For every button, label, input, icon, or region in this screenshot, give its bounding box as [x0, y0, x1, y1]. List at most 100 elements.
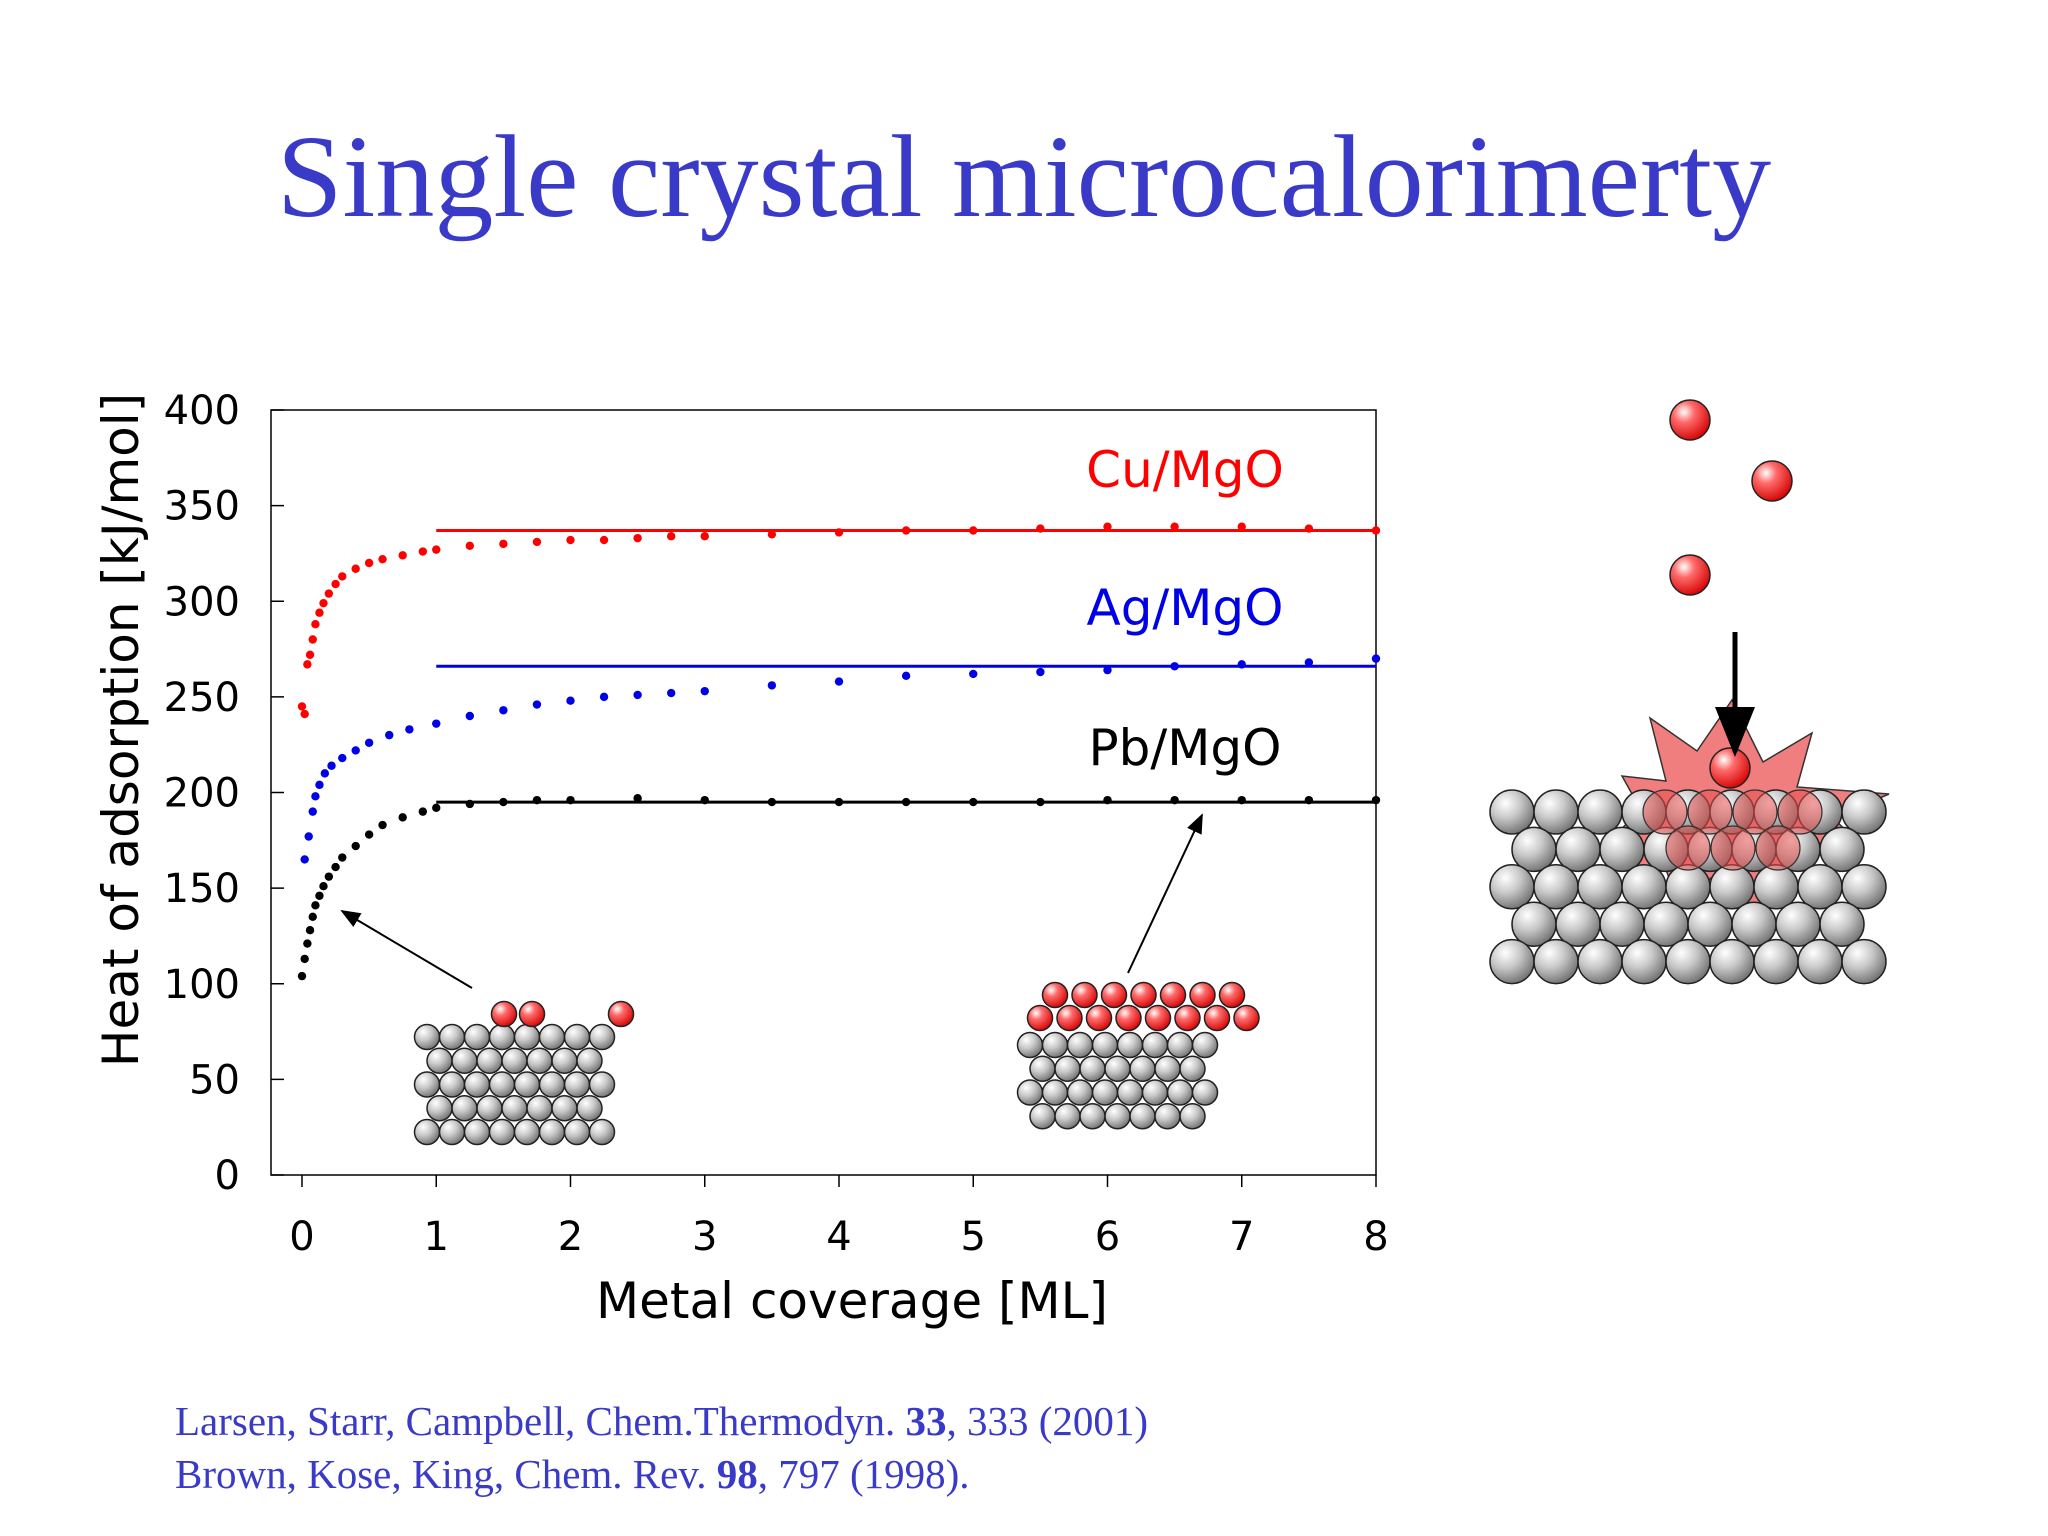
substrate-sphere — [1166, 1079, 1194, 1106]
substrate-sphere — [1797, 864, 1843, 910]
substrate-sphere — [563, 1023, 591, 1051]
substrate-sphere — [526, 1095, 553, 1122]
data-point — [566, 535, 575, 545]
substrate-sphere — [1819, 901, 1865, 947]
substrate-sphere — [588, 1071, 616, 1098]
data-point — [405, 725, 414, 734]
substrate-sphere — [1533, 789, 1579, 835]
substrate-sphere — [1141, 1031, 1169, 1059]
substrate-sphere — [576, 1047, 603, 1074]
series-labels: Cu/MgO Ag/MgO Pb/MgO — [1086, 441, 1284, 777]
substrate-sphere — [1054, 1103, 1081, 1130]
substrate-sphere — [1841, 789, 1887, 835]
series-label: Ag/MgO — [1086, 579, 1283, 637]
slide-title: Single crystal microcalorimerty — [276, 111, 1772, 242]
substrate-sphere — [1091, 1031, 1119, 1059]
data-point — [327, 761, 336, 770]
data-point — [767, 681, 777, 690]
data-point — [1170, 795, 1179, 805]
substrate-sphere — [1029, 1103, 1056, 1130]
data-point — [1170, 522, 1179, 531]
x-tick-label: 8 — [1363, 1214, 1388, 1260]
data-point — [969, 669, 978, 679]
data-point — [297, 971, 307, 981]
substrate-sphere — [1079, 1103, 1106, 1130]
substrate-sphere — [588, 1118, 616, 1146]
substrate-sphere — [1079, 1055, 1106, 1082]
adatom-sphere — [1709, 747, 1751, 789]
substrate-sphere — [1775, 901, 1821, 947]
data-point — [351, 841, 360, 851]
data-point — [303, 660, 312, 669]
substrate-sphere — [1819, 826, 1865, 873]
substrate-sphere — [1841, 864, 1887, 910]
data-point — [700, 686, 709, 696]
substrate-sphere — [488, 1118, 516, 1146]
substrate-sphere — [1016, 1031, 1044, 1059]
data-point — [1103, 665, 1112, 675]
data-point — [1103, 795, 1112, 805]
data-point — [1304, 795, 1314, 805]
adatom-sphere — [518, 1000, 546, 1028]
data-point — [300, 709, 309, 719]
data-point — [599, 535, 609, 545]
data-point — [1237, 660, 1246, 669]
data-point — [1371, 526, 1381, 535]
y-axis-label: Heat of adsorption [kJ/mol] — [92, 393, 150, 1067]
data-point — [566, 795, 575, 805]
substrate-sphere — [1116, 1031, 1144, 1059]
data-point — [300, 855, 309, 864]
data-point — [308, 807, 317, 816]
substrate-sphere — [1066, 1031, 1094, 1059]
substrate-sphere — [1577, 938, 1623, 985]
substrate-sphere — [1489, 864, 1535, 910]
adatom-sphere — [1751, 460, 1793, 502]
data-point — [767, 530, 777, 539]
data-point — [1304, 658, 1314, 667]
data-point — [305, 926, 315, 935]
data-point — [338, 753, 347, 763]
substrate-sphere — [1041, 1079, 1069, 1106]
adatom-sphere — [490, 1000, 518, 1028]
adatom-sphere — [1071, 981, 1098, 1009]
data-point — [633, 533, 642, 543]
x-tick-label: 4 — [826, 1214, 851, 1260]
data-point — [700, 532, 709, 541]
substrate-sphere — [426, 1047, 453, 1074]
x-tick-label: 1 — [424, 1214, 449, 1260]
substrate-sphere — [501, 1095, 528, 1122]
heated-sphere — [1755, 825, 1801, 871]
substrate-sphere — [1665, 938, 1711, 985]
series-label: Pb/MgO — [1089, 719, 1282, 777]
substrate-sphere — [1054, 1055, 1081, 1082]
adatom-impact-illustration — [1489, 399, 1890, 985]
substrate-sphere — [513, 1071, 541, 1098]
data-point — [666, 532, 676, 541]
data-point — [1371, 795, 1381, 805]
heated-sphere — [1642, 789, 1688, 835]
data-point — [378, 554, 387, 564]
substrate-sphere — [451, 1095, 478, 1122]
heated-sphere — [1687, 789, 1733, 835]
adatom-sphere — [1189, 981, 1216, 1009]
adatom-sphere — [1085, 1004, 1113, 1032]
reference-2[interactable]: Brown, Kose, King, Chem. Rev. 98, 797 (1… — [175, 1451, 970, 1497]
substrate-sphere — [1621, 938, 1667, 985]
adatom-sphere — [1159, 981, 1187, 1009]
substrate-sphere — [413, 1023, 441, 1051]
data-point — [311, 620, 320, 629]
substrate-sphere — [1577, 789, 1623, 835]
data-point — [901, 671, 911, 681]
substrate-sphere — [1066, 1079, 1094, 1106]
substrate-sphere — [1643, 901, 1689, 947]
data-point — [303, 939, 312, 948]
x-tick-label: 2 — [558, 1214, 583, 1260]
data-point — [1170, 662, 1179, 671]
substrate-sphere — [438, 1071, 466, 1098]
data-point — [901, 797, 911, 807]
y-tick-label: 0 — [215, 1153, 240, 1199]
reference-1[interactable]: Larsen, Starr, Campbell, Chem.Thermodyn.… — [175, 1398, 1149, 1444]
substrate-sphere — [1511, 826, 1557, 873]
substrate-sphere — [463, 1023, 491, 1051]
